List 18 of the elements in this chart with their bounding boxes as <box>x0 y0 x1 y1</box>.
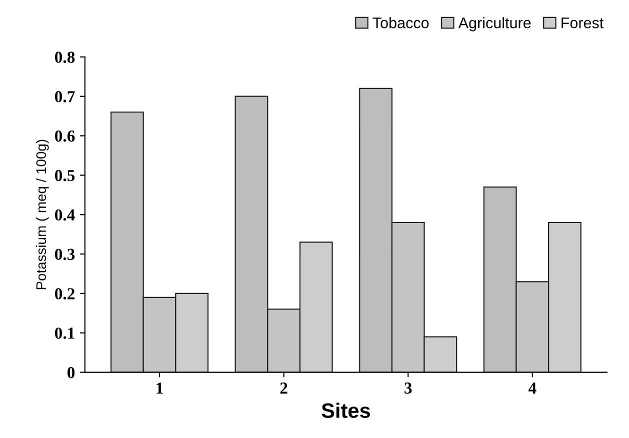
x-axis-title: Sites <box>322 402 370 418</box>
y-tick-label: 0.4 <box>54 209 75 221</box>
legend-label: Forest <box>562 18 604 28</box>
legend-label: Agriculture <box>458 17 531 32</box>
x-tick-label: 4 <box>528 382 536 394</box>
y-tick-label: 0.5 <box>54 170 75 182</box>
legend-label: Tobacco <box>372 17 429 28</box>
y-tick-label: 0.6 <box>54 130 75 142</box>
y-tick-label: 0.7 <box>54 91 75 102</box>
y-tick-label: 0.8 <box>54 52 75 63</box>
y-tick-label: 0 <box>67 367 75 378</box>
x-tick-label: 2 <box>280 382 288 394</box>
y-tick-label: 0.2 <box>54 288 74 300</box>
y-axis-title: Potassium ( meq / 100g) <box>36 140 49 290</box>
y-tick-label: 0.3 <box>54 248 75 260</box>
x-tick-label: 3 <box>404 382 412 394</box>
x-tick-label: 1 <box>156 382 163 394</box>
y-tick-label: 0.1 <box>54 328 74 339</box>
